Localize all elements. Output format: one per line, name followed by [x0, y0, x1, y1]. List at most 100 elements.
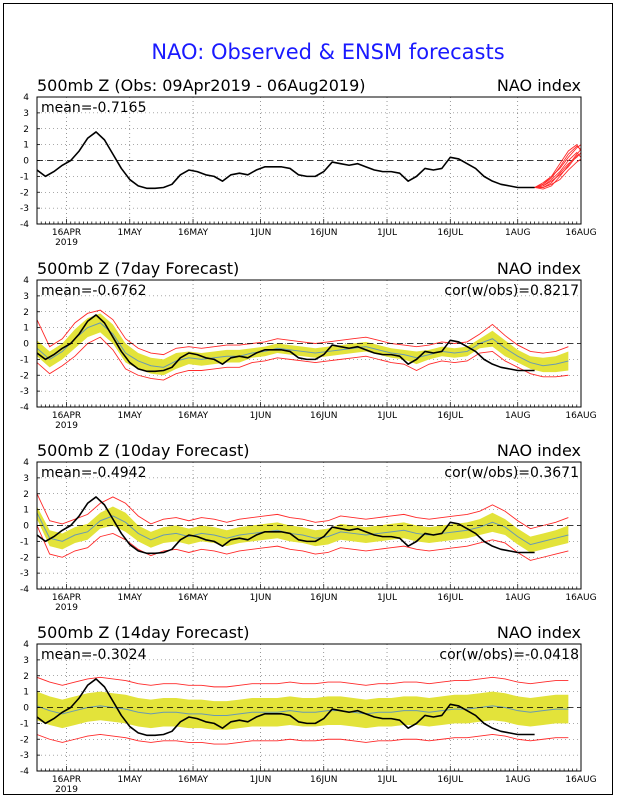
ensemble-max-line — [37, 493, 569, 530]
y-tick-label: 0 — [23, 157, 29, 167]
x-tick-label: 1JUL — [377, 411, 397, 421]
y-tick-label: 3 — [23, 474, 29, 484]
chart-panels: 500mb Z (Obs: 09Apr2019 - 06Aug2019) NAO … — [20, 76, 597, 795]
ensemble-min-line — [37, 734, 569, 745]
y-tick-label: -1 — [20, 719, 29, 729]
panel-header-right: NAO index — [497, 76, 581, 95]
plot-area — [37, 462, 581, 589]
panel-2: 500mb Z (7day Forecast) NAO index mean=-0.… — [20, 259, 597, 431]
x-tick-label: 1MAY — [118, 228, 143, 238]
y-tick-label: -1 — [20, 537, 29, 547]
forecast-member-line — [534, 143, 581, 188]
panel-header-left: 500mb Z (14day Forecast) — [37, 623, 249, 642]
mean-annotation: mean=-0.3024 — [41, 647, 147, 663]
x-tick-label: 1AUG — [505, 228, 530, 238]
ensemble-spread-band — [37, 506, 569, 553]
ensemble-spread-band — [37, 313, 569, 376]
correlation-annotation: cor(w/obs)=0.3671 — [444, 465, 579, 481]
y-tick-label: -2 — [20, 371, 29, 381]
y-tick-label: 1 — [23, 141, 29, 151]
mean-annotation: mean=-0.7165 — [41, 100, 146, 116]
x-tick-label: 16JUL — [437, 228, 463, 238]
y-tick-label: 4 — [23, 93, 29, 103]
x-tick-label: 16MAY — [178, 228, 209, 238]
y-tick-label: -3 — [20, 387, 29, 397]
x-tick-label: 1JUN — [250, 228, 272, 238]
x-tick-label: 1MAY — [118, 411, 143, 421]
panel-header-right: NAO index — [497, 441, 581, 460]
y-tick-label: -4 — [20, 767, 29, 777]
y-tick-label: -3 — [20, 569, 29, 579]
forecast-member-line — [534, 148, 581, 190]
plot-area — [37, 644, 581, 771]
correlation-annotation: cor(w/obs)=-0.0418 — [439, 647, 579, 663]
panel-header-left: 500mb Z (Obs: 09Apr2019 - 06Aug2019) — [37, 76, 365, 95]
ensemble-max-line — [37, 309, 569, 356]
plot-area — [37, 280, 581, 407]
x-tick-label: 16JUL — [437, 775, 463, 785]
y-tick-label: 0 — [23, 340, 29, 350]
x-tick-label: 1AUG — [505, 411, 530, 421]
y-tick-label: 2 — [23, 672, 29, 682]
x-tick-label: 16JUN — [310, 411, 337, 421]
x-tick-label: 16JUN — [310, 228, 337, 238]
observed-nao-line — [37, 314, 535, 373]
y-tick-label: 4 — [23, 640, 29, 650]
page-frame — [3, 3, 613, 795]
x-tick-label: 1JUN — [250, 775, 272, 785]
panel-1: 500mb Z (Obs: 09Apr2019 - 06Aug2019) NAO … — [20, 76, 597, 248]
x-tick-label: 16MAY — [178, 411, 209, 421]
x-tick-label: 16JUN — [310, 593, 337, 603]
x-tick-year-label: 2019 — [55, 603, 78, 613]
x-tick-label: 16AUG — [565, 593, 596, 603]
y-tick-label: -4 — [20, 403, 29, 413]
ensemble-min-line — [37, 336, 569, 381]
y-tick-label: 3 — [23, 109, 29, 119]
y-tick-label: 0 — [23, 704, 29, 714]
forecast-member-line — [534, 151, 581, 188]
y-tick-label: 2 — [23, 125, 29, 135]
mean-annotation: mean=-0.4942 — [41, 465, 146, 481]
mean-annotation: mean=-0.6762 — [41, 283, 146, 299]
x-tick-label: 16APR — [52, 593, 81, 603]
panel-header-left: 500mb Z (7day Forecast) — [37, 259, 239, 278]
x-tick-year-label: 2019 — [55, 421, 78, 431]
ensemble-max-line — [37, 676, 569, 688]
x-tick-label: 1MAY — [118, 593, 143, 603]
x-tick-year-label: 2019 — [55, 238, 78, 248]
observed-nao-line — [37, 496, 535, 555]
x-tick-year-label: 2019 — [55, 785, 78, 795]
x-tick-label: 16AUG — [565, 775, 596, 785]
x-tick-label: 16APR — [52, 411, 81, 421]
y-tick-label: 3 — [23, 292, 29, 302]
x-tick-label: 1AUG — [505, 775, 530, 785]
y-tick-label: 1 — [23, 506, 29, 516]
plot-area — [37, 97, 581, 224]
x-tick-label: 16AUG — [565, 411, 596, 421]
x-tick-label: 16JUL — [437, 593, 463, 603]
panel-3: 500mb Z (10day Forecast) NAO index mean=-0… — [20, 441, 597, 613]
observed-nao-line — [37, 131, 535, 190]
x-tick-label: 1MAY — [118, 775, 143, 785]
correlation-annotation: cor(w/obs)=0.8217 — [444, 283, 579, 299]
y-tick-label: 1 — [23, 688, 29, 698]
y-tick-label: -1 — [20, 172, 29, 182]
ensemble-spread-band — [37, 691, 569, 730]
x-tick-label: 16MAY — [178, 593, 209, 603]
x-tick-label: 16MAY — [178, 775, 209, 785]
x-tick-label: 1JUL — [377, 775, 397, 785]
y-tick-label: 3 — [23, 656, 29, 666]
x-tick-label: 1JUL — [377, 593, 397, 603]
y-tick-label: 2 — [23, 308, 29, 318]
y-tick-label: 4 — [23, 458, 29, 468]
x-tick-label: 16AUG — [565, 228, 596, 238]
x-tick-label: 1JUL — [377, 228, 397, 238]
y-tick-label: 1 — [23, 324, 29, 334]
panel-header-right: NAO index — [497, 623, 581, 642]
y-tick-label: -2 — [20, 553, 29, 563]
y-tick-label: -4 — [20, 585, 29, 595]
y-tick-label: -4 — [20, 220, 29, 230]
x-tick-label: 16JUN — [310, 775, 337, 785]
x-tick-label: 1JUN — [250, 593, 272, 603]
